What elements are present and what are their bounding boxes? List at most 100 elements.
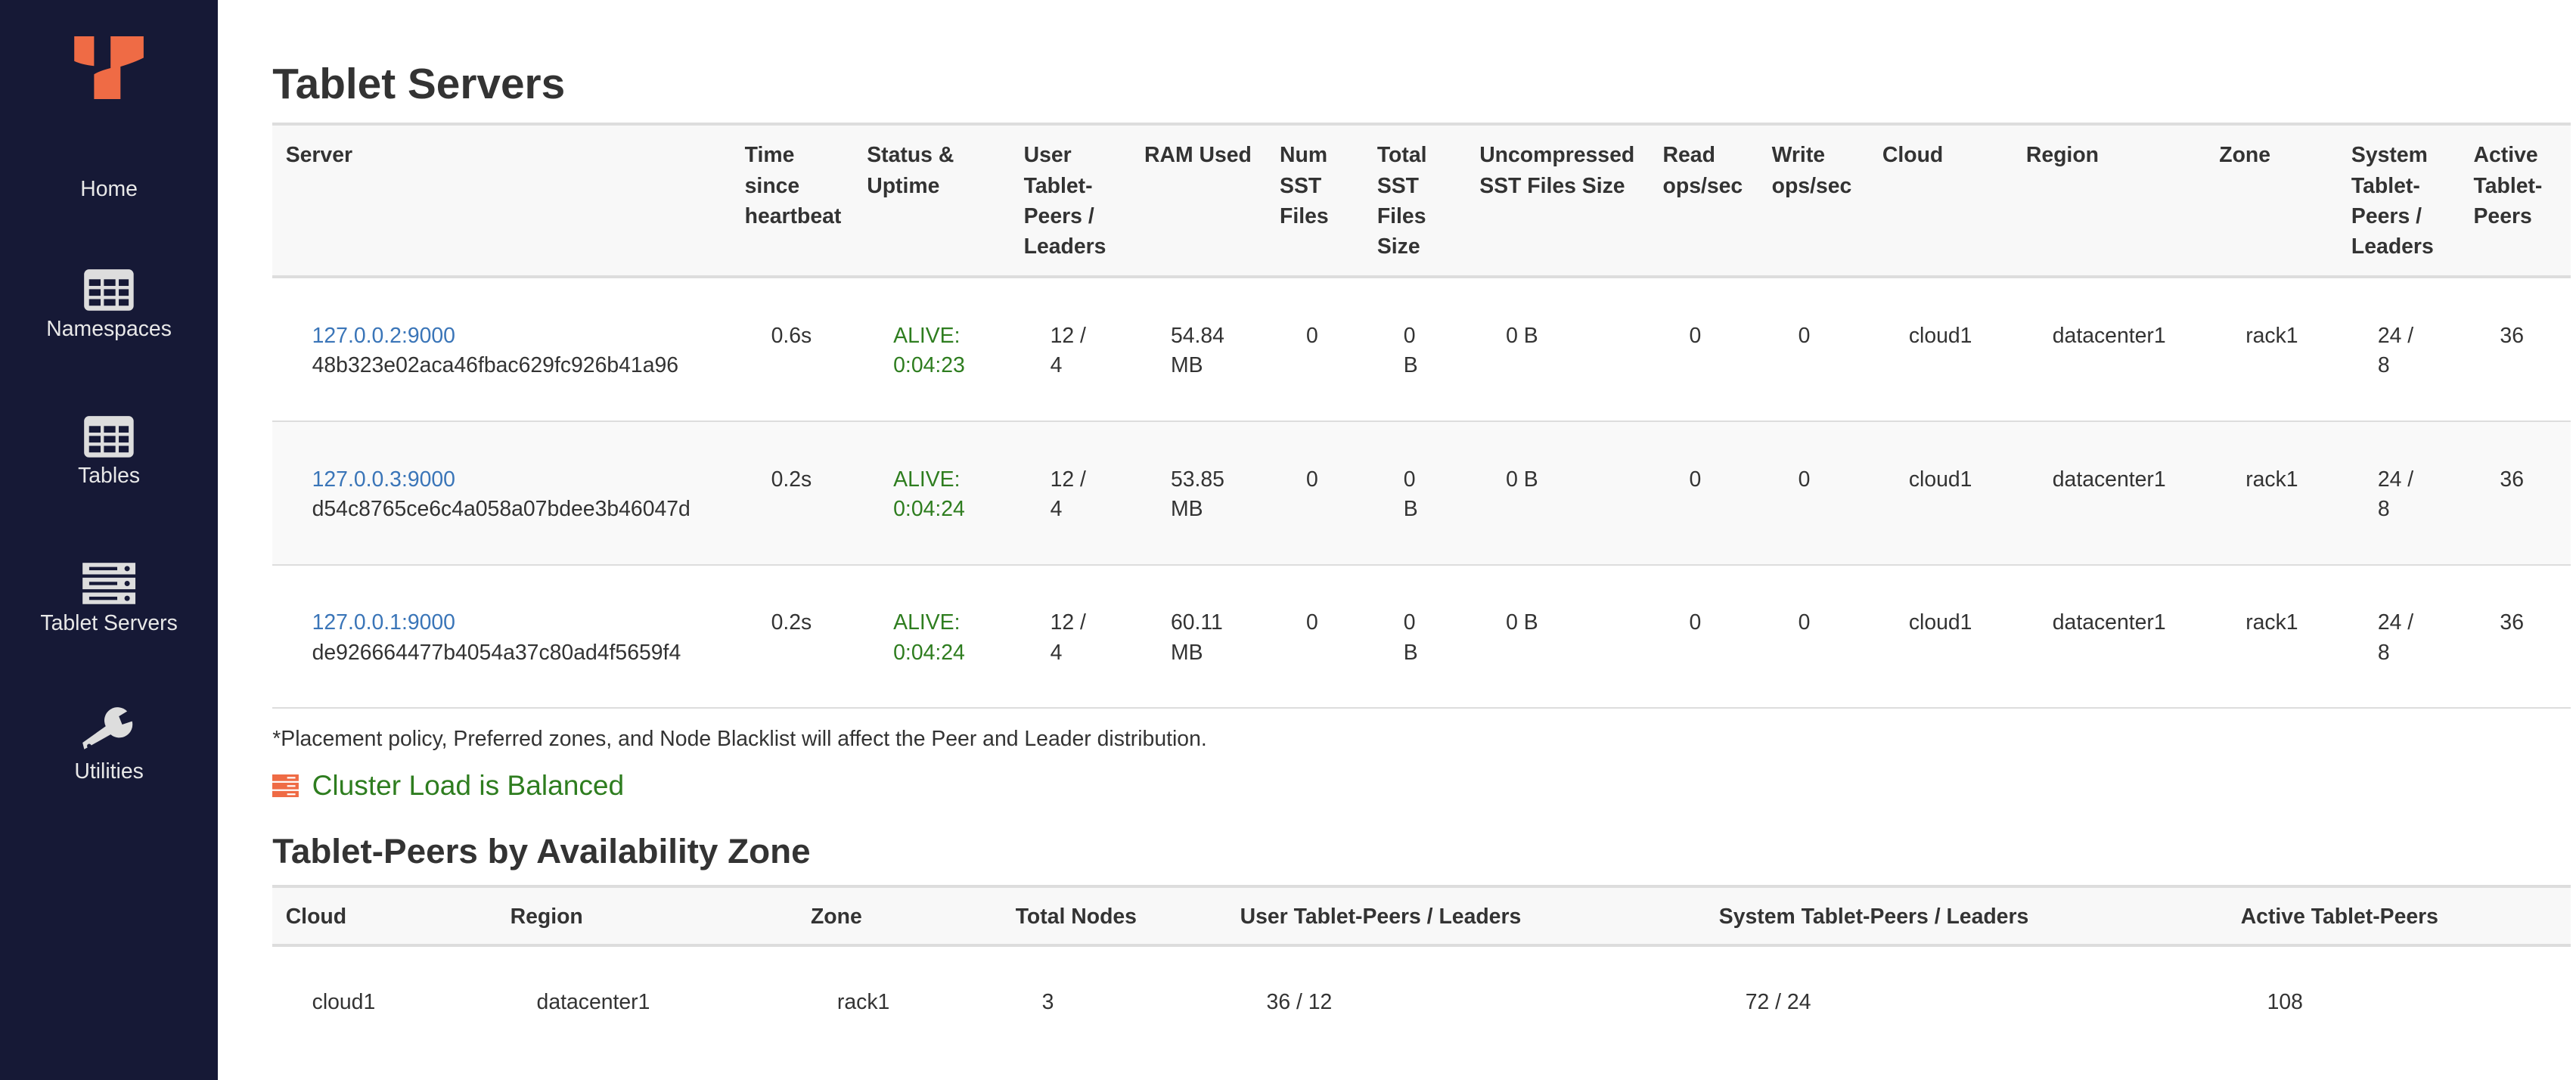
system-leaders: 8	[2377, 640, 2390, 665]
ram-unit: MB	[1170, 640, 1203, 665]
server-link[interactable]: 127.0.0.2:9000	[312, 323, 455, 348]
server-link[interactable]: 127.0.0.3:9000	[312, 467, 455, 492]
system-peers-cell: 24 / 8	[2338, 564, 2461, 709]
column-header[interactable]: Region	[497, 885, 798, 948]
zone-cell: rack1	[2205, 421, 2339, 566]
system-peers: 24 /	[2377, 323, 2414, 348]
column-header[interactable]: Zone	[2205, 122, 2339, 279]
system-peers: 24 /	[2377, 610, 2414, 635]
column-header[interactable]: Active Tablet-Peers	[2227, 885, 2571, 948]
user-peers: 12 /	[1050, 610, 1086, 635]
user-leaders: 4	[1050, 640, 1063, 665]
sidebar-item-tablet-servers[interactable]: Tablet Servers	[0, 561, 218, 635]
read-ops-cell: 0	[1650, 564, 1759, 709]
cloud: cloud1	[1908, 610, 1972, 635]
uptime: 0:04:24	[893, 640, 965, 665]
heartbeat-cell: 0.2s	[731, 421, 854, 566]
read-ops-cell: 0	[1650, 277, 1759, 422]
sidebar: Home Namespaces Tables Tablet Servers Ut…	[0, 0, 219, 1080]
status: ALIVE:	[893, 323, 961, 348]
column-header[interactable]: Server	[272, 122, 732, 279]
zones-title: Tablet-Peers by Availability Zone	[272, 832, 811, 871]
active-peers-cell: 36	[2460, 277, 2571, 422]
column-header[interactable]: Num SST Files	[1266, 122, 1364, 279]
sidebar-item-label: Utilities	[74, 759, 144, 784]
region: datacenter1	[2052, 610, 2166, 635]
num-sst-cell: 0	[1266, 564, 1364, 709]
server-link[interactable]: 127.0.0.1:9000	[312, 610, 455, 635]
uptime: 0:04:23	[893, 353, 965, 378]
server-uuid: de926664477b4054a37c80ad4f5659f4	[312, 640, 681, 665]
num-sst-cell: 0	[1266, 277, 1364, 422]
zone-cell: cloud1	[312, 990, 376, 1015]
zone-cell: rack1	[2205, 277, 2339, 422]
column-header[interactable]: Cloud	[1869, 122, 2013, 279]
sidebar-item-tables[interactable]: Tables	[0, 414, 218, 489]
zone-cell: 3	[1041, 990, 1054, 1015]
uncompressed-cell: 0 B	[1466, 421, 1650, 566]
zone-cell: datacenter1	[536, 990, 650, 1015]
region: datacenter1	[2052, 323, 2166, 348]
num-sst-cell: 0	[1266, 421, 1364, 566]
status-cell: ALIVE: 0:04:24	[853, 421, 1011, 566]
column-header[interactable]: Zone	[797, 885, 1003, 948]
write-ops: 0	[1798, 610, 1811, 635]
table-row: cloud1 datacenter1 rack1 3 36 / 12 72 / 24 108	[272, 945, 2571, 1038]
uncompressed-size: 0 B	[1506, 467, 1538, 492]
user-peers: 12 /	[1050, 467, 1086, 492]
heartbeat: 0.6s	[771, 323, 812, 348]
status-cell: ALIVE: 0:04:23	[853, 277, 1011, 422]
column-header[interactable]: System Tablet-Peers / Leaders	[1705, 885, 2228, 948]
server-icon	[82, 563, 136, 605]
column-header[interactable]: Total Nodes	[1002, 885, 1227, 948]
system-leaders: 8	[2377, 353, 2390, 378]
user-peers-cell: 12 / 4	[1010, 277, 1131, 422]
user-peers-cell: 12 / 4	[1010, 564, 1131, 709]
cloud-cell: cloud1	[1869, 277, 2013, 422]
yugabyte-logo[interactable]	[73, 36, 145, 99]
wrench-icon	[82, 707, 133, 750]
read-ops: 0	[1689, 467, 1702, 492]
sidebar-item-label: Tablet Servers	[40, 610, 178, 635]
server-icon	[272, 774, 299, 798]
sidebar-item-namespaces[interactable]: Namespaces	[0, 268, 218, 342]
column-header[interactable]: Time since heartbeat	[731, 122, 854, 279]
zone-cell: 72 / 24	[1745, 990, 1811, 1015]
ram-used: 54.84	[1170, 323, 1224, 348]
write-ops-cell: 0	[1758, 421, 1870, 566]
column-header[interactable]: Total SST Files Size	[1364, 122, 1466, 279]
column-header[interactable]: Write ops/sec	[1758, 122, 1870, 279]
column-header[interactable]: User Tablet-Peers / Leaders	[1010, 122, 1131, 279]
sidebar-item-home[interactable]: Home	[0, 177, 218, 202]
user-peers: 12 /	[1050, 323, 1086, 348]
column-header[interactable]: User Tablet-Peers / Leaders	[1227, 885, 1706, 948]
active-peers: 36	[2500, 610, 2524, 635]
active-peers: 36	[2500, 467, 2524, 492]
column-header[interactable]: Active Tablet-Peers	[2460, 122, 2571, 279]
tablet-servers-table: Server Time since heartbeat Status & Uptim…	[272, 122, 2571, 709]
system-peers: 24 /	[2377, 467, 2414, 492]
column-header[interactable]: Cloud	[272, 885, 498, 948]
column-header[interactable]: Status & Uptime	[853, 122, 1011, 279]
table-row: 127.0.0.2:9000 48b323e02aca46fbac629fc926…	[272, 277, 2571, 422]
sidebar-item-label: Namespaces	[46, 317, 172, 342]
heartbeat-cell: 0.2s	[731, 564, 854, 709]
write-ops-cell: 0	[1758, 277, 1870, 422]
total-sst-unit: B	[1403, 640, 1418, 665]
server-cell: 127.0.0.3:9000 d54c8765ce6c4a058a07bdee3b…	[272, 421, 732, 566]
read-ops: 0	[1689, 610, 1702, 635]
uptime: 0:04:24	[893, 497, 965, 522]
cloud: cloud1	[1908, 323, 1972, 348]
user-leaders: 4	[1050, 353, 1063, 378]
column-header[interactable]: System Tablet-Peers / Leaders	[2338, 122, 2461, 279]
column-header[interactable]: Uncompressed SST Files Size	[1466, 122, 1650, 279]
heartbeat-cell: 0.6s	[731, 277, 854, 422]
column-header[interactable]: Read ops/sec	[1650, 122, 1759, 279]
column-header[interactable]: Region	[2013, 122, 2206, 279]
server-uuid: 48b323e02aca46fbac629fc926b41a96	[312, 353, 679, 378]
sidebar-item-utilities[interactable]: Utilities	[0, 706, 218, 784]
table-icon	[84, 416, 134, 458]
column-header[interactable]: RAM Used	[1131, 122, 1267, 279]
